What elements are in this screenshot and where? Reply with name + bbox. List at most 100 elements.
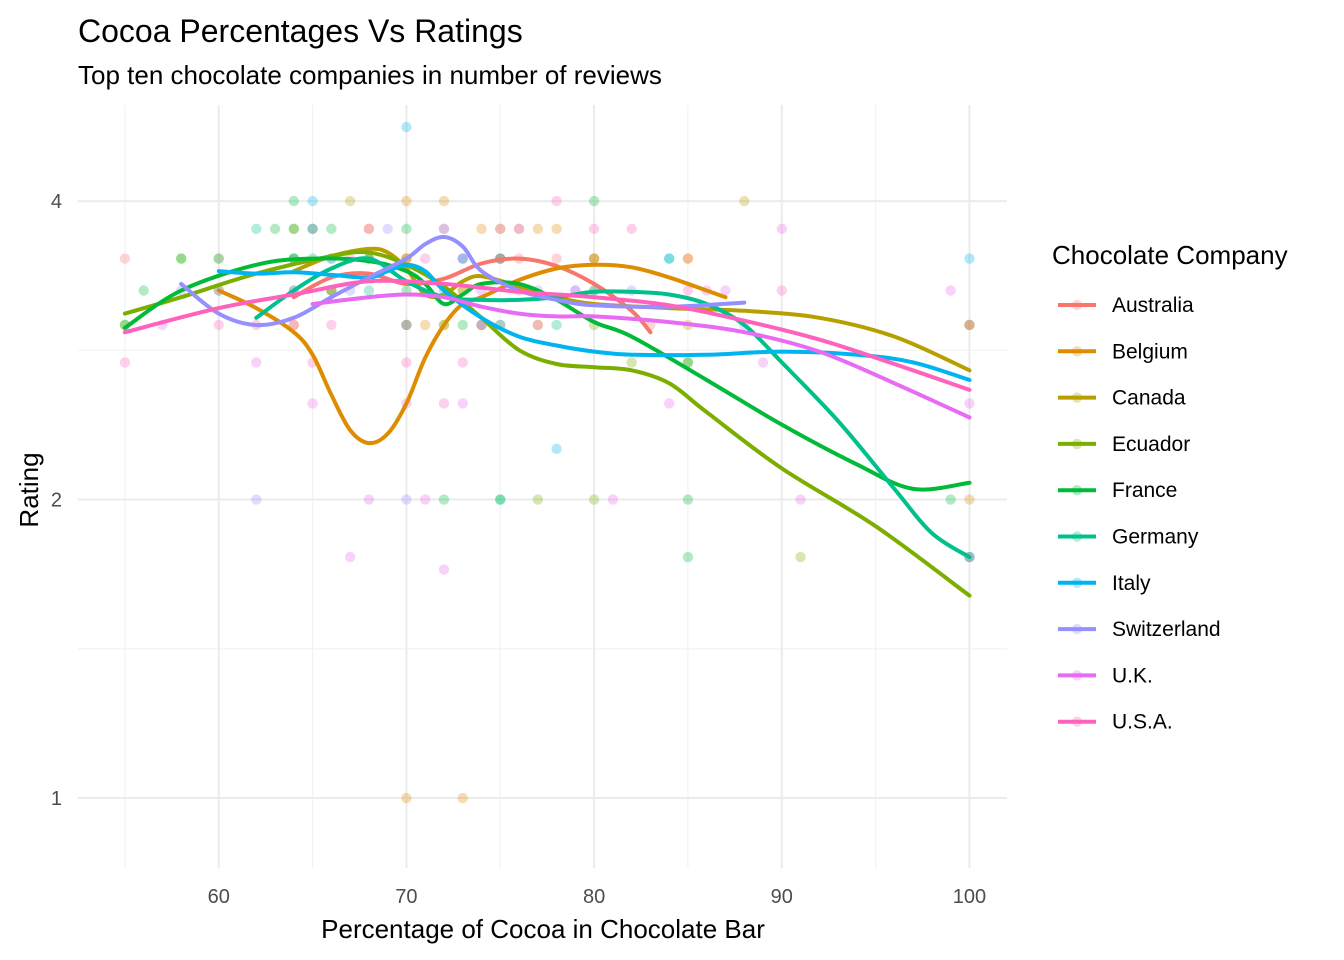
legend-label: Belgium <box>1112 340 1188 363</box>
data-point <box>776 223 787 235</box>
data-point <box>401 319 412 331</box>
data-point <box>251 494 262 505</box>
data-point <box>363 223 375 235</box>
smooth-line <box>122 278 972 392</box>
data-point <box>176 253 187 264</box>
data-point <box>663 253 675 264</box>
legend: Chocolate Company Australia Belgium Canada… <box>1052 240 1288 734</box>
data-point <box>757 357 769 368</box>
data-point <box>251 223 262 235</box>
legend-label: Switzerland <box>1112 618 1221 641</box>
x-tick-label: 100 <box>953 886 986 908</box>
plot-grid <box>78 105 1007 868</box>
data-point <box>663 398 675 409</box>
data-point <box>607 494 619 505</box>
data-point <box>213 253 224 264</box>
data-point <box>551 223 562 235</box>
data-point <box>288 223 300 235</box>
y-tick-label: 2 <box>51 490 62 512</box>
data-point <box>682 551 694 563</box>
legend-key-point <box>1071 392 1083 403</box>
data-point <box>495 494 506 505</box>
data-point <box>213 319 224 331</box>
legend-key-point <box>1071 623 1083 635</box>
data-point <box>363 223 375 235</box>
legend-label: Ecuador <box>1112 433 1190 456</box>
data-point <box>964 319 975 331</box>
data-point <box>663 253 675 264</box>
data-point <box>344 195 356 207</box>
data-point <box>119 253 131 264</box>
x-tick-label: 90 <box>771 886 793 908</box>
data-point <box>495 223 506 235</box>
data-point <box>288 223 300 235</box>
data-point <box>532 319 544 331</box>
data-point <box>457 398 468 409</box>
data-point <box>457 253 468 264</box>
data-point <box>588 253 600 264</box>
data-point <box>401 792 412 804</box>
data-point <box>682 494 694 505</box>
data-point <box>307 223 318 235</box>
data-point <box>307 223 318 235</box>
smooth-line <box>254 256 972 560</box>
data-point <box>682 253 694 264</box>
data-point <box>532 494 544 505</box>
y-axis-title: Rating <box>14 452 44 527</box>
data-point <box>401 319 412 331</box>
data-point <box>626 223 637 235</box>
legend-key-point <box>1071 716 1083 727</box>
data-point <box>119 357 131 368</box>
data-point <box>457 319 468 331</box>
data-point <box>551 253 562 264</box>
x-axis-title: Percentage of Cocoa in Chocolate Bar <box>321 914 765 944</box>
x-tick-label: 80 <box>583 886 605 908</box>
data-point <box>945 285 956 296</box>
legend-label: U.K. <box>1112 664 1153 687</box>
legend-label: U.S.A. <box>1112 711 1173 734</box>
data-point <box>457 253 468 264</box>
legend-key-point <box>1071 577 1083 588</box>
x-axis-ticks: 60 70 80 90 100 <box>208 886 987 908</box>
data-point <box>420 253 431 264</box>
data-point <box>513 223 525 235</box>
data-point <box>420 319 431 331</box>
smooth-lines <box>122 234 972 598</box>
data-point <box>344 551 356 563</box>
data-point <box>401 357 412 368</box>
data-point <box>288 319 300 331</box>
data-point <box>326 319 337 331</box>
data-point <box>739 195 750 207</box>
data-point <box>682 285 694 296</box>
data-point <box>401 494 412 505</box>
smooth-line <box>122 256 972 492</box>
data-point <box>795 494 806 505</box>
data-point <box>420 494 431 505</box>
data-point <box>532 223 544 235</box>
data-point <box>551 195 562 207</box>
legend-label: Australia <box>1112 294 1194 317</box>
data-point <box>588 253 600 264</box>
data-point <box>495 223 506 235</box>
data-point <box>964 494 975 505</box>
legend-label: Italy <box>1112 572 1151 595</box>
chart-subtitle: Top ten chocolate companies in number of… <box>78 60 662 90</box>
data-point <box>401 223 412 235</box>
legend-label: Germany <box>1112 526 1199 549</box>
data-point <box>964 319 975 331</box>
legend-key-point <box>1071 485 1083 496</box>
smooth-line <box>310 292 972 420</box>
data-point <box>457 357 468 368</box>
data-point <box>626 357 637 368</box>
data-point <box>964 398 975 409</box>
legend-key-point <box>1071 299 1083 311</box>
data-point <box>551 319 562 331</box>
data-point <box>213 253 224 264</box>
data-point <box>269 223 281 235</box>
data-point <box>438 494 450 505</box>
data-point <box>776 285 787 296</box>
data-point <box>588 494 600 505</box>
smooth-line <box>216 262 728 446</box>
data-point <box>363 285 375 296</box>
data-point <box>438 398 450 409</box>
